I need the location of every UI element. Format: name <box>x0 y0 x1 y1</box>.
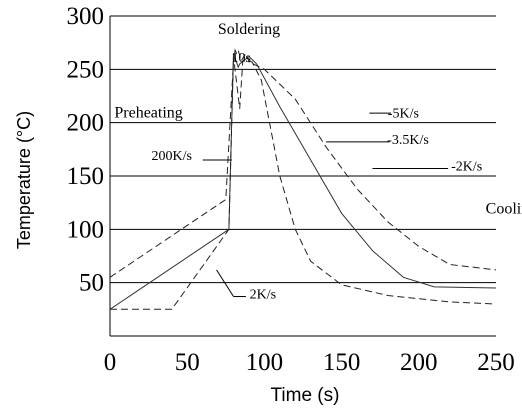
annotation-label: 10s <box>232 51 251 66</box>
annotation-label: Soldering <box>218 21 280 38</box>
x-tick-label: 200 <box>400 349 438 376</box>
y-tick-label: 150 <box>67 163 105 190</box>
annotation-label: Cooling <box>486 200 522 217</box>
x-tick-label: 250 <box>477 349 515 376</box>
tick-labels: 50 100 150 200 250 300 0 50 100 150 200 250 <box>67 3 515 376</box>
annotation-label: -5K/s <box>388 106 419 121</box>
y-axis-label: Temperature (°C) <box>14 111 34 249</box>
annotation-label: -3.5K/s <box>387 133 429 148</box>
x-tick-label: 150 <box>323 349 361 376</box>
series-line-3 <box>110 56 497 310</box>
y-tick-label: 50 <box>79 270 104 297</box>
gridlines <box>110 15 496 284</box>
annotation-label: Preheating <box>114 104 182 121</box>
y-tick-label: 250 <box>67 56 105 83</box>
annotations: Soldering 10s Preheating 200K/s -5K/s -3.5K/s… <box>114 21 522 303</box>
x-tick-label: 0 <box>104 349 117 376</box>
y-tick-label: 200 <box>67 110 105 137</box>
annotation-label: 2K/s <box>250 288 276 303</box>
annotation-label: 200K/s <box>152 149 192 164</box>
x-axis-label: Time (s) <box>271 385 340 406</box>
data-series <box>109 48 497 310</box>
x-tick-label: 50 <box>175 349 200 376</box>
y-tick-label: 300 <box>67 3 105 30</box>
series-line-1 <box>109 53 497 310</box>
axes <box>109 16 496 337</box>
annotation-label: -2K/s <box>451 160 482 175</box>
y-tick-label: 100 <box>67 216 105 243</box>
x-tick-label: 100 <box>246 349 284 376</box>
leader-line <box>216 269 234 297</box>
